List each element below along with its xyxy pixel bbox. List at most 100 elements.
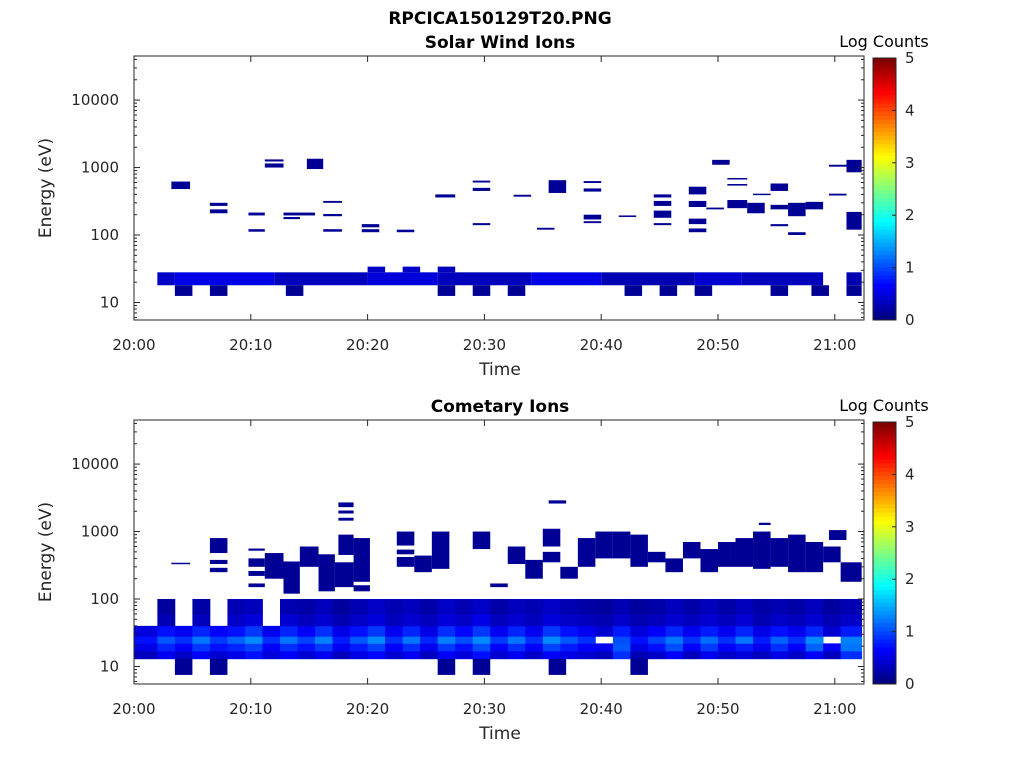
heatmap-cell [472, 180, 491, 183]
x-tick-label: 20:50 [696, 700, 739, 718]
heatmap-cell [612, 599, 631, 615]
heatmap-cell [350, 613, 368, 627]
heatmap-cell [350, 636, 368, 644]
heatmap-cell [542, 636, 561, 644]
y-tick-label: 10 [100, 293, 119, 311]
y-tick-label: 1000 [81, 159, 119, 177]
colorbar-segment [873, 193, 896, 198]
heatmap-cell [332, 599, 351, 615]
heatmap-cell [583, 214, 602, 220]
heatmap-cell [823, 613, 842, 627]
heatmap-cell [665, 558, 683, 573]
colorbar-segment [873, 679, 896, 685]
heatmap-cell [244, 625, 263, 637]
heatmap-cell [472, 643, 491, 652]
colorbar-segment [873, 250, 896, 255]
heatmap-cell [280, 613, 298, 627]
heatmap-cell [612, 643, 631, 652]
heatmap-cell [718, 541, 736, 567]
heatmap-cell [297, 643, 316, 652]
heatmap-cell [770, 183, 789, 191]
heatmap-cell [718, 599, 736, 615]
heatmap-cell [402, 650, 421, 660]
heatmap-cell [264, 163, 284, 168]
x-tick-label: 20:50 [696, 336, 739, 354]
heatmap-cell [735, 599, 754, 615]
heatmap-cell [840, 613, 863, 627]
colorbar-segment [873, 524, 896, 529]
colorbar-segment [873, 78, 896, 84]
heatmap-cell [297, 625, 316, 637]
heatmap-cell [192, 643, 211, 652]
heatmap-cell [630, 658, 648, 675]
heatmap-cell [700, 613, 719, 627]
colorbar-segment [873, 598, 896, 603]
heatmap-cell [718, 625, 736, 637]
heatmap-cell [758, 522, 771, 526]
colorbar-segment [873, 663, 896, 669]
heatmap-cell [244, 599, 263, 615]
colorbar-segment [873, 172, 896, 178]
heatmap-cell [402, 643, 421, 652]
heatmap-cell [353, 585, 370, 592]
heatmap-cell [700, 650, 719, 660]
solar-wind-ions-panel: 20:00 20:10 20:20 20:30 20:40 20:50 21:0010100… [36, 32, 929, 380]
heatmap-cell [583, 181, 602, 184]
heatmap-cell [595, 650, 614, 660]
colorbar-segment [873, 283, 896, 288]
heatmap-cell [437, 643, 456, 652]
heatmap-cell [840, 625, 863, 637]
heatmap-cell [735, 643, 754, 652]
x-tick-label: 20:30 [463, 336, 506, 354]
heatmap-cell [227, 650, 246, 660]
heatmap-cell [788, 636, 806, 644]
heatmap-cell [735, 625, 754, 637]
colorbar-segment [873, 311, 896, 317]
heatmap-cell [490, 636, 509, 644]
heatmap-cell [385, 636, 404, 644]
colorbar-segment [873, 516, 896, 521]
heatmap-cell [823, 599, 842, 615]
heatmap-cell [653, 223, 672, 226]
colorbar-segment [873, 577, 896, 583]
colorbar-segment [873, 503, 896, 509]
heatmap-cell [262, 643, 281, 652]
heatmap-cell [174, 643, 193, 652]
heatmap-cell [192, 650, 211, 660]
colorbar-segment [873, 458, 896, 464]
colorbar-segment [873, 610, 896, 615]
heatmap-cell [507, 625, 526, 637]
heatmap-cell [396, 531, 415, 546]
colorbar-segment [873, 446, 896, 452]
heatmap-cell [157, 613, 176, 627]
colorbar-segment [873, 659, 896, 665]
heatmap-cell [437, 625, 456, 637]
colorbar-segment [873, 647, 896, 652]
colorbar-segment [873, 638, 896, 644]
heatmap-cell [209, 650, 228, 660]
heatmap-cell [283, 216, 300, 220]
heatmap-cell [472, 599, 491, 615]
colorbar-segment [873, 565, 896, 570]
heatmap-cell [227, 599, 246, 615]
heatmap-cell [788, 202, 806, 217]
heatmap-cell [811, 285, 829, 296]
heatmap-cell [805, 650, 824, 660]
x-axis-label: Time [478, 724, 521, 744]
heatmap-cell [174, 285, 193, 296]
colorbar-segment [873, 643, 896, 648]
heatmap-cell [323, 213, 342, 217]
heatmap-cell [507, 285, 526, 296]
heatmap-cell [700, 625, 719, 637]
heatmap-cell [385, 643, 404, 652]
colorbar-segment [873, 450, 896, 456]
heatmap-cell [653, 200, 672, 206]
heatmap-cell [560, 625, 579, 637]
heatmap-cell [248, 212, 265, 216]
heatmap-cell [472, 613, 491, 627]
colorbar-segment [873, 614, 896, 619]
heatmap-cell [174, 658, 193, 675]
heatmap-cell [280, 643, 298, 652]
y-tick-label: 1000 [81, 523, 119, 541]
heatmap-cell [338, 510, 354, 514]
